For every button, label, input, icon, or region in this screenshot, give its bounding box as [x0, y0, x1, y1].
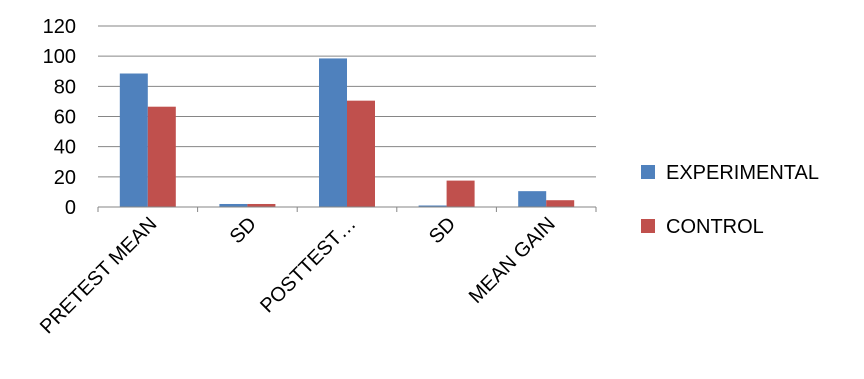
- bar-experimental-0: [119, 73, 148, 207]
- legend-swatch-experimental: [641, 165, 655, 179]
- bar-control-3: [446, 180, 475, 207]
- y-tick-label: 80: [54, 76, 76, 98]
- y-tick-label: 20: [54, 167, 76, 189]
- y-tick-label: 60: [54, 107, 76, 129]
- bar-control-0: [147, 106, 176, 207]
- bar-experimental-1: [219, 203, 248, 207]
- y-axis-ticks: 0 20 40 60 80 100 120: [43, 16, 76, 219]
- y-tick-label: 40: [54, 137, 76, 159]
- legend-label-experimental: EXPERIMENTAL: [666, 162, 819, 184]
- y-tick-label: 120: [43, 16, 76, 38]
- bar-control-4: [546, 200, 575, 207]
- bar-control-2: [347, 100, 375, 207]
- bar-experimental-3: [418, 205, 447, 207]
- x-category-label: SD: [226, 213, 261, 248]
- x-category-label: MEAN GAIN: [465, 213, 560, 308]
- legend: EXPERIMENTAL CONTROL: [641, 162, 819, 238]
- bar-control-1: [247, 203, 276, 207]
- y-tick-label: 100: [43, 46, 76, 68]
- bars: [119, 58, 575, 207]
- x-category-label: PRETEST MEAN: [36, 213, 161, 338]
- bar-experimental-4: [518, 191, 547, 207]
- legend-swatch-control: [641, 219, 655, 233]
- legend-label-control: CONTROL: [666, 216, 764, 238]
- x-category-label: POSTTEST…: [256, 213, 360, 317]
- x-category-label: SD: [425, 213, 460, 248]
- y-tick-label: 0: [65, 197, 76, 219]
- bar-experimental-2: [319, 58, 347, 207]
- x-axis-tick-marks: [97, 207, 597, 212]
